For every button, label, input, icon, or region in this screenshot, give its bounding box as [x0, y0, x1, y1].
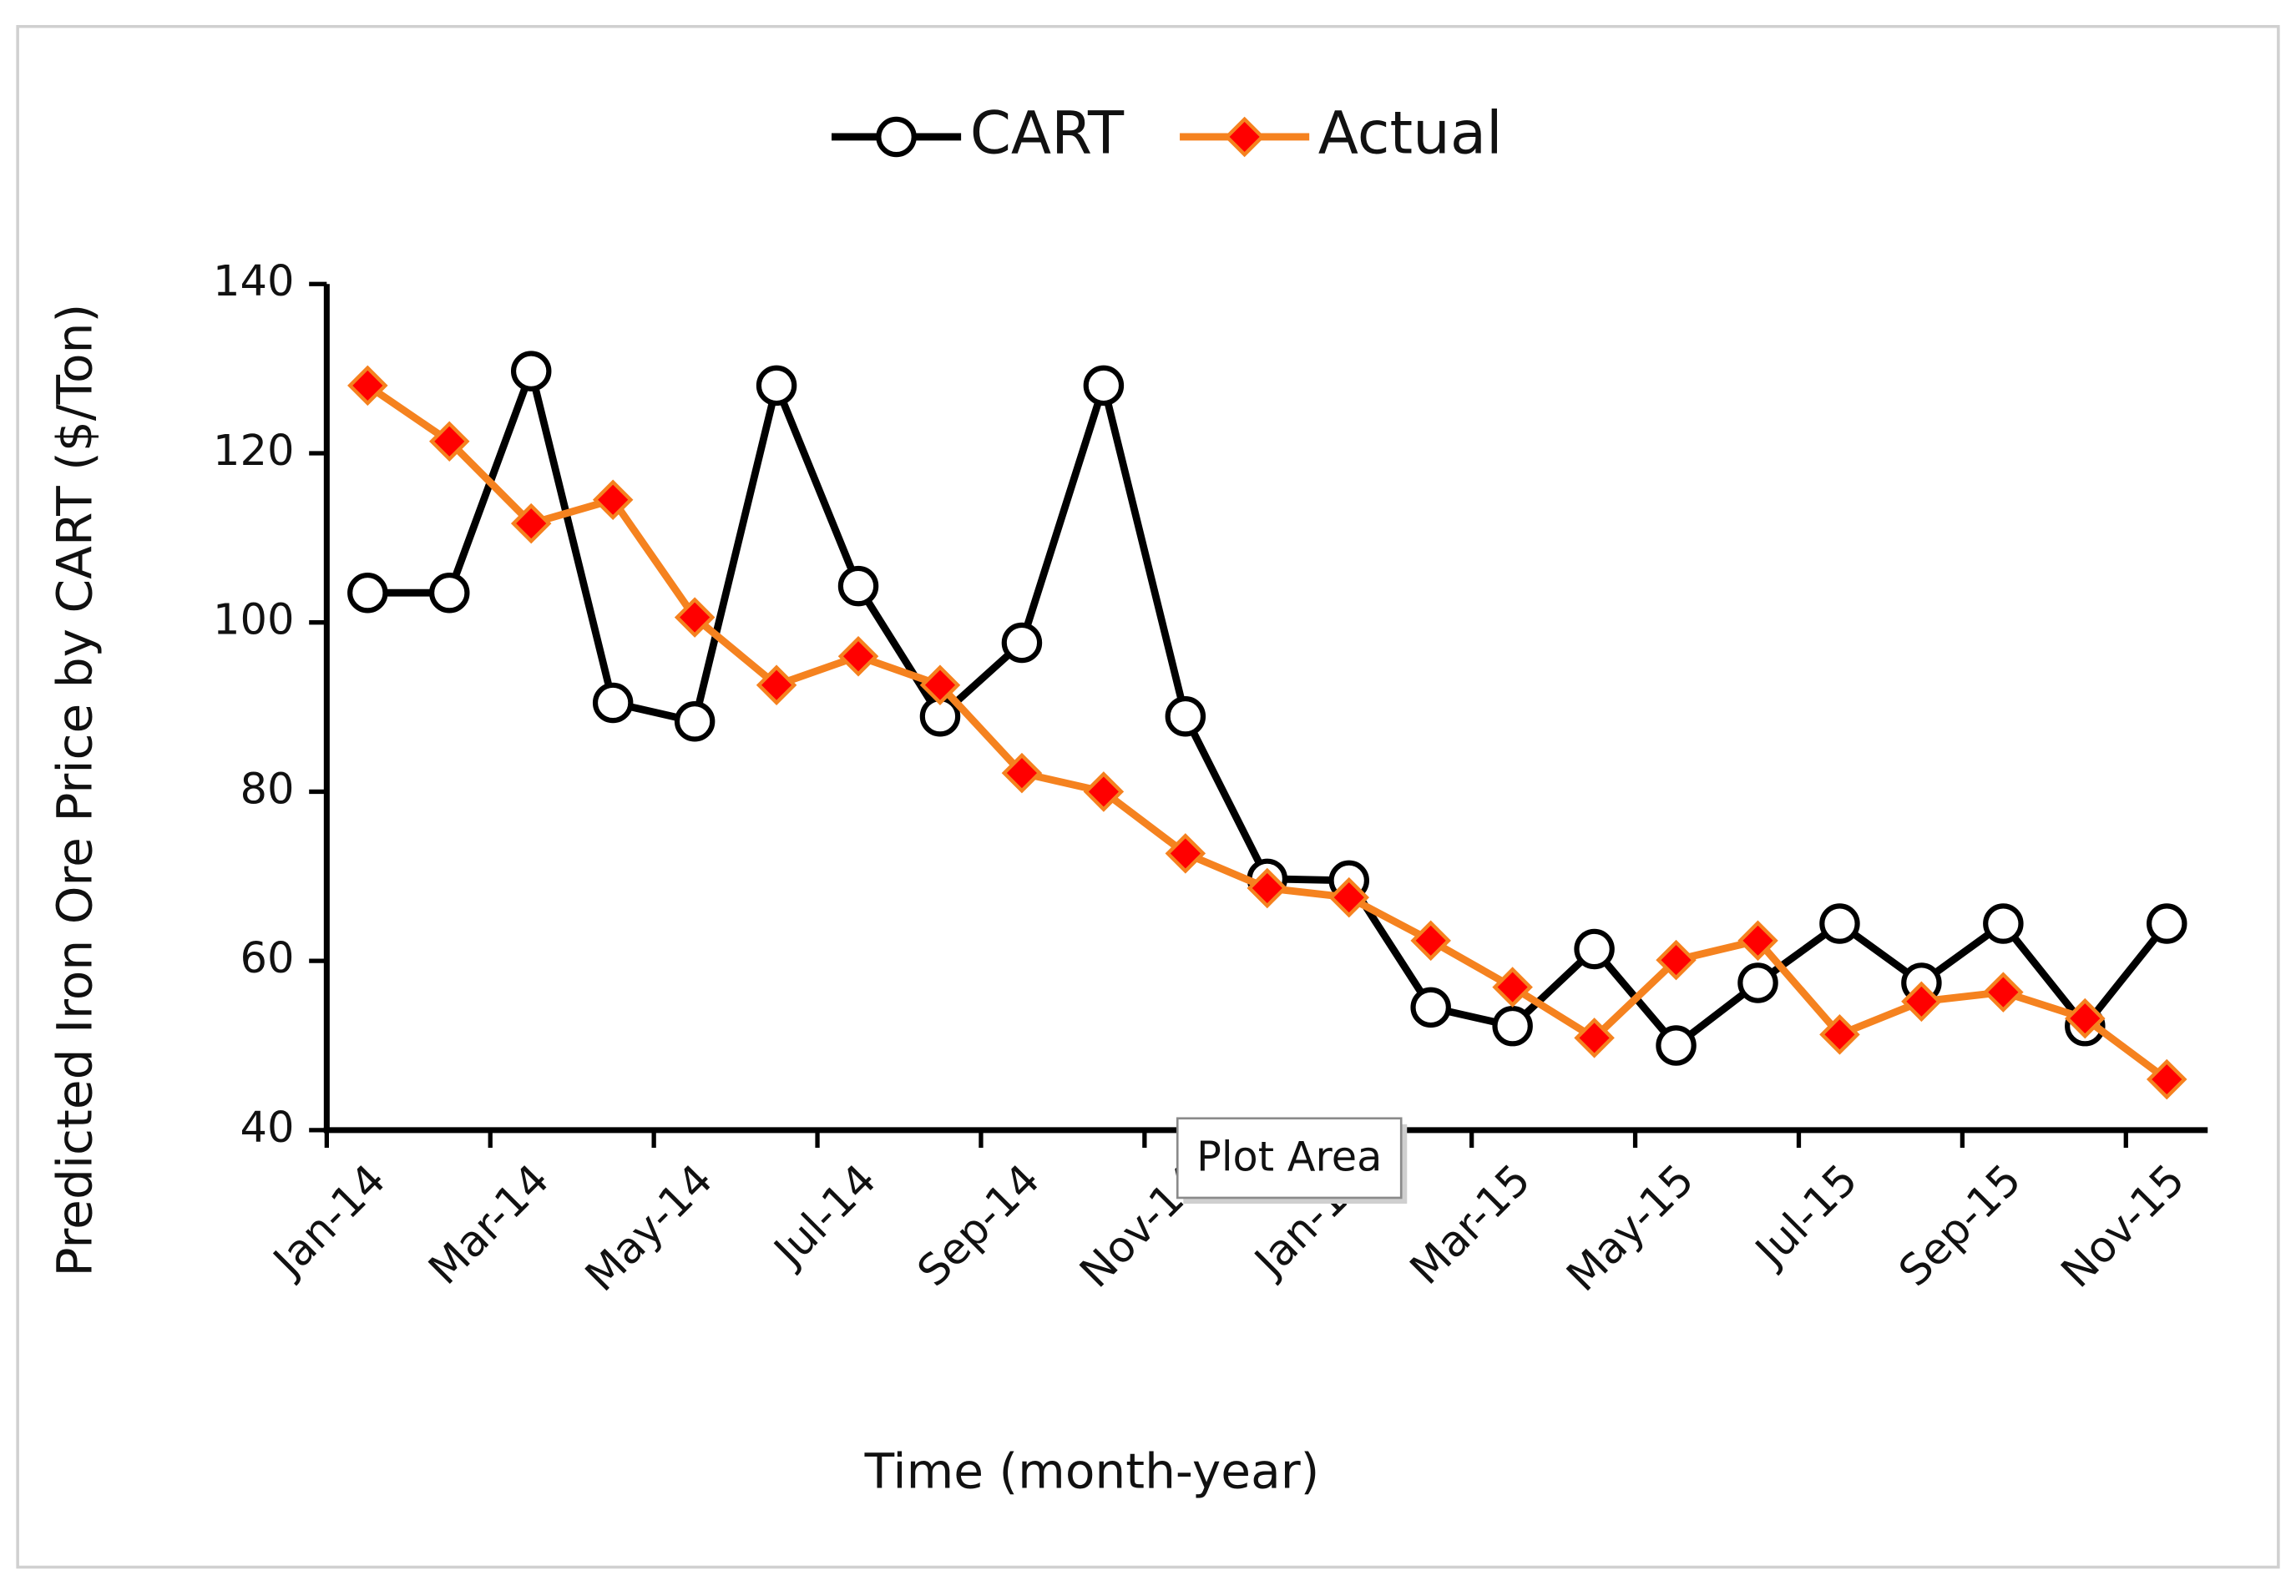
data-point [1083, 365, 1125, 407]
data-point [2065, 998, 2106, 1039]
data-point [510, 503, 552, 544]
data-point [919, 664, 961, 705]
data-point [510, 351, 552, 391]
data-point [1574, 1018, 1615, 1058]
legend-label: Actual [1318, 98, 1503, 167]
data-point [1656, 939, 1697, 981]
legend-marker [1224, 116, 1265, 158]
tooltip: Plot Area [1176, 1117, 1408, 1205]
data-point [347, 572, 388, 614]
data-point [347, 365, 388, 407]
y-tick-label: 140 [213, 257, 295, 306]
legend-marker [876, 116, 917, 158]
data-point [1737, 962, 1778, 1003]
y-tick-label: 40 [240, 1104, 295, 1153]
data-point [1410, 987, 1451, 1028]
data-point [1083, 771, 1125, 812]
data-point [429, 421, 470, 462]
data-point [1165, 833, 1206, 874]
data-point [1737, 920, 1778, 962]
data-point [1819, 1014, 1860, 1055]
x-axis-title: Time (month-year) [864, 1442, 1320, 1499]
y-tick-label: 60 [240, 934, 295, 983]
legend: CART Actual [831, 98, 1503, 167]
data-point [1983, 972, 2024, 1013]
tooltip-text: Plot Area [1196, 1133, 1382, 1181]
data-point [1001, 752, 1043, 794]
data-point [1328, 876, 1370, 918]
data-point [592, 479, 634, 520]
data-point [674, 701, 716, 742]
data-point [1492, 1005, 1533, 1047]
data-point [1819, 903, 1860, 944]
data-point [1574, 928, 1615, 970]
data-point [1247, 867, 1288, 909]
data-point [1656, 1025, 1697, 1066]
data-point [756, 365, 797, 407]
data-point [756, 664, 797, 705]
data-point [592, 682, 634, 724]
data-point [1492, 967, 1533, 1008]
tooltip-box [1176, 1117, 1403, 1200]
data-point [2146, 1058, 2187, 1100]
data-point [429, 572, 470, 614]
data-point [837, 635, 879, 677]
data-point [1983, 903, 2024, 944]
data-point [1165, 695, 1206, 737]
data-point [1901, 981, 1942, 1023]
chart-frame [16, 24, 2280, 1569]
legend-label: CART [970, 98, 1125, 167]
data-point [1001, 622, 1043, 664]
data-point [1410, 920, 1451, 962]
data-point [837, 565, 879, 607]
data-point [674, 597, 716, 638]
y-axis-title: Predicted Iron Ore Price by CART ($/Ton) [47, 304, 104, 1277]
y-tick-label: 80 [240, 765, 295, 814]
data-point [2147, 903, 2187, 944]
y-tick-label: 120 [213, 427, 295, 476]
y-tick-label: 100 [213, 596, 295, 645]
